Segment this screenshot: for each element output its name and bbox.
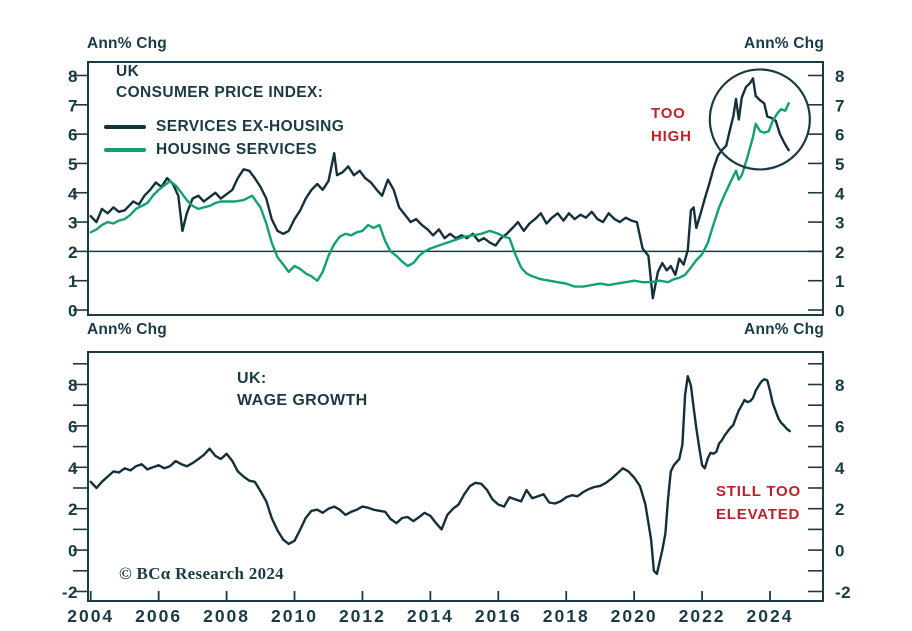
bottom-chart-axis-unit-left: Ann% Chg xyxy=(87,321,167,338)
top-chart-axis-unit-left: Ann% Chg xyxy=(87,35,167,52)
x-axis-year-label: 2022 xyxy=(679,606,726,626)
x-axis-year-label: 2018 xyxy=(543,606,590,626)
bottom-chart-y-tick-label-left: 4 xyxy=(68,459,78,478)
x-axis-year-label: 2008 xyxy=(203,606,250,626)
copyright-notice: © BCα Research 2024 xyxy=(119,564,284,583)
bottom-chart-title-line1: UK: xyxy=(237,370,267,387)
top-chart-y-tick-label-left: 7 xyxy=(68,96,78,115)
x-axis-year-label: 2012 xyxy=(339,606,386,626)
top-chart-y-tick-label-left: 2 xyxy=(68,243,78,262)
top-chart-y-tick-label-left: 5 xyxy=(68,155,78,174)
legend-item-housing-services: HOUSING SERVICES xyxy=(104,140,317,160)
x-axis-year-label: 2006 xyxy=(135,606,182,626)
still-too-elevated-annotation-line2: ELEVATED xyxy=(716,506,801,523)
top-chart-y-tick-label-left: 0 xyxy=(68,302,78,321)
housing-services-line xyxy=(89,102,790,288)
bottom-chart-axis-unit-right: Ann% Chg xyxy=(744,321,824,338)
bottom-chart-y-tick-label-right: 6 xyxy=(835,417,845,436)
top-chart-y-tick-label-left: 8 xyxy=(68,67,78,86)
x-axis-year-label: 2004 xyxy=(67,606,114,626)
services-ex-housing-swatch xyxy=(104,125,146,129)
top-chart-title-line1: UK xyxy=(116,63,140,80)
bottom-chart-y-tick-label-left: 8 xyxy=(68,376,78,395)
top-chart-y-tick-label-right: 0 xyxy=(835,302,845,321)
legend-item-services-ex-housing: SERVICES EX-HOUSING xyxy=(104,117,344,137)
x-axis-year-label: 2024 xyxy=(747,606,794,626)
still-too-elevated-annotation-line1: STILL TOO xyxy=(716,483,801,500)
top-chart-y-tick-label-right: 6 xyxy=(835,126,845,145)
top-chart-y-tick-label-right: 1 xyxy=(835,272,845,291)
x-axis-year-label: 2016 xyxy=(475,606,522,626)
x-axis-year-label: 2010 xyxy=(271,606,318,626)
bottom-chart-y-tick-label-right: 2 xyxy=(835,500,845,519)
bottom-chart-y-tick-label-left: 6 xyxy=(68,417,78,436)
top-chart-frame xyxy=(87,61,824,316)
bottom-chart-frame xyxy=(87,351,824,602)
top-chart-title-line2: CONSUMER PRICE INDEX: xyxy=(116,84,324,101)
bottom-chart-y-tick-label-right: -2 xyxy=(835,583,851,602)
peak-circle-annotation xyxy=(708,68,811,171)
housing-services-swatch xyxy=(104,148,146,152)
bottom-chart-y-tick-label-right: 8 xyxy=(835,376,845,395)
top-chart-y-tick-label-right: 5 xyxy=(835,155,845,174)
top-chart-y-tick-label-right: 2 xyxy=(835,243,845,262)
too-high-annotation-line1: TOO xyxy=(651,105,686,122)
legend-label: SERVICES EX-HOUSING xyxy=(156,118,345,135)
bottom-chart-y-tick-label-right: 0 xyxy=(835,542,845,561)
top-chart-y-tick-label-left: 1 xyxy=(68,272,78,291)
top-chart-y-tick-label-right: 7 xyxy=(835,96,845,115)
top-chart-y-tick-label-left: 3 xyxy=(68,214,78,233)
top-chart-y-tick-label-right: 8 xyxy=(835,67,845,86)
top-chart-y-tick-label-left: 6 xyxy=(68,126,78,145)
x-axis-year-label: 2014 xyxy=(407,606,454,626)
too-high-annotation-line2: HIGH xyxy=(651,128,692,145)
wage-growth-line xyxy=(89,375,791,576)
top-chart-y-tick-label-right: 3 xyxy=(835,214,845,233)
bottom-chart-y-tick-label-left: 2 xyxy=(68,500,78,519)
top-chart-y-tick-label-left: 4 xyxy=(68,184,78,203)
bottom-chart-title-line2: WAGE GROWTH xyxy=(237,392,368,409)
bottom-chart-y-tick-label-left: -2 xyxy=(62,583,78,602)
top-chart-y-tick-label-right: 4 xyxy=(835,184,845,203)
bottom-chart-y-tick-label-left: 0 xyxy=(68,542,78,561)
x-axis-year-label: 2020 xyxy=(611,606,658,626)
legend-label: HOUSING SERVICES xyxy=(156,141,318,158)
bottom-chart-y-tick-label-right: 4 xyxy=(835,459,845,478)
top-chart-axis-unit-right: Ann% Chg xyxy=(744,35,824,52)
